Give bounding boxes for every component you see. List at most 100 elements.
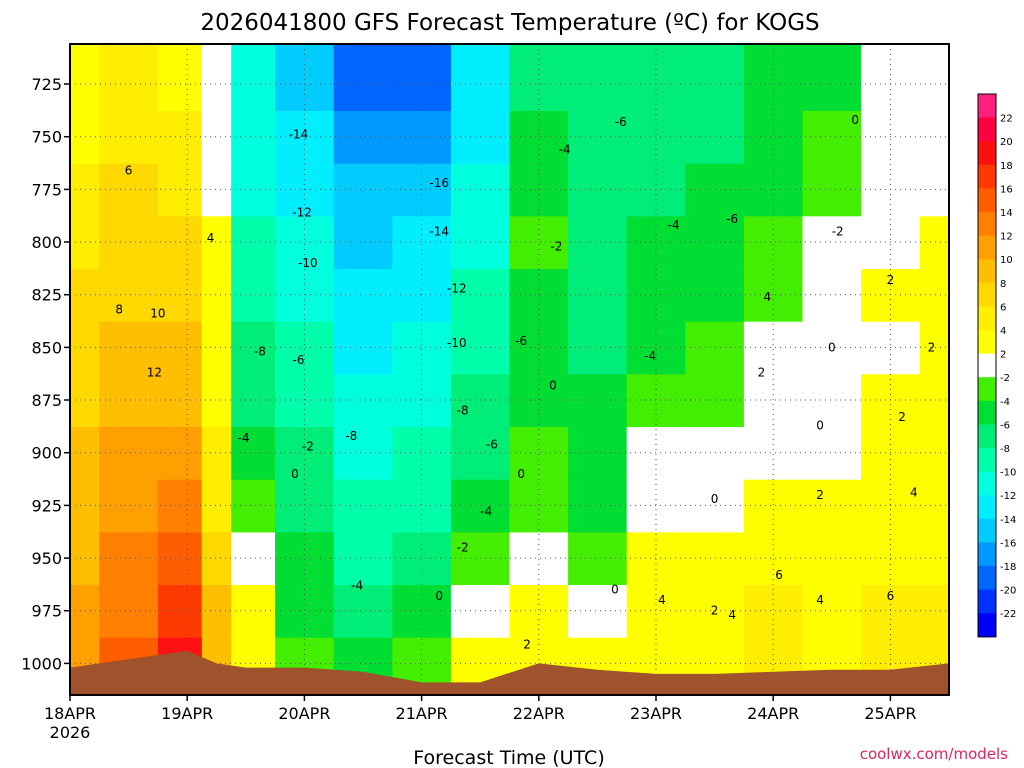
legend-label: 22 [1000,114,1013,125]
temperature-cell [743,426,804,480]
legend-swatch [978,566,996,591]
x-tick-label: 18APR [44,704,96,723]
legend-label: -4 [1000,397,1010,408]
y-tick-label: 875 [31,391,62,410]
y-tick-label: 825 [31,286,62,305]
contour-label: 6 [125,163,133,177]
temperature-cell [70,584,100,638]
temperature-cell [392,479,452,533]
credit-text: coolwx.com/models [860,745,1008,763]
contour-label: 0 [435,589,443,603]
contour-label: 2 [523,637,531,651]
temperature-cell [919,268,949,322]
temperature-cell [743,531,804,585]
contour-label: 0 [517,467,525,481]
legend-label: -10 [1000,468,1016,479]
temperature-cell [333,321,393,375]
temperature-cell [568,373,628,427]
legend-swatch [978,613,996,638]
temperature-cell [99,584,159,638]
contour-label: -2 [457,541,469,555]
y-tick-label: 800 [31,233,62,252]
legend-swatch [978,400,996,425]
temperature-cell [743,321,804,375]
temperature-cell [568,584,628,638]
temperature-cell [450,44,511,111]
temperature-cell [231,584,276,638]
contour-label: 10 [150,307,165,321]
temperature-cell [802,321,862,375]
temperature-cell [201,268,232,322]
temperature-cell [201,44,232,111]
legend-label: 20 [1000,137,1013,148]
contour-label: -6 [293,353,305,367]
legend-label: -20 [1000,586,1016,597]
legend-swatch [978,471,996,496]
temperature-cell [99,268,159,322]
temperature-cell [392,268,452,322]
contour-label: 0 [549,378,557,392]
temperature-cell [802,479,862,533]
x-tick-sublabel: 2026 [50,723,91,742]
temperature-cell [231,163,276,217]
x-tick-label: 19APR [161,704,213,723]
temperature-cell [509,479,569,533]
legend-swatch [978,495,996,520]
contour-label: -14 [289,128,309,142]
contour-labels: 68 10124-14-12-10-8-6-4-20-16-14-12-10-8-… [115,113,935,687]
legend-label: -22 [1000,609,1016,620]
temperature-cell [802,44,862,111]
legend-swatch [978,306,996,331]
temperature-cell [568,163,628,217]
contour-label: 6 [887,589,895,603]
temperature-cell [743,110,804,164]
contour-label: 2 [758,366,766,380]
temperature-cell [275,373,335,427]
x-axis-label: Forecast Time (UTC) [413,747,604,768]
temperature-cell [802,584,862,638]
temperature-cell [70,163,100,217]
contour-label: 4 [658,593,666,607]
contour-label: -8 [345,429,357,443]
temperature-cell [568,426,628,480]
y-tick-label: 900 [31,444,62,463]
temperature-cell [392,584,452,638]
y-tick-label: 750 [31,128,62,147]
temperature-cell [275,584,335,638]
contour-label: -2 [832,225,844,239]
temperature-cell [568,215,628,269]
contour-label: -10 [447,336,467,350]
temperature-cell [99,44,159,111]
temperature-cell [99,163,159,217]
y-tick-label: 950 [31,549,62,568]
temperature-cell [231,479,276,533]
plot-frame [69,43,950,696]
temperature-cell [802,110,862,164]
temperature-cell [333,110,393,164]
temperature-cell [392,426,452,480]
temperature-cell [231,215,276,269]
temperature-cell [626,584,686,638]
contour-label: -12 [292,206,312,220]
contour-label: 0 [816,418,824,432]
legend-swatch [978,330,996,355]
temperature-cell [231,44,276,111]
y-tick-label: 1000 [21,654,62,673]
temperature-cell [509,373,569,427]
legend-label: -2 [1000,373,1010,384]
legend-swatch [978,282,996,307]
y-tick-label: 725 [31,75,62,94]
temperature-cell [509,584,569,638]
temperature-cell [333,215,393,269]
contour-label: 2 [816,488,824,502]
contour-label: -2 [550,239,562,253]
temperature-cell [231,373,276,427]
temperature-cell [333,373,393,427]
x-tick-label: 22APR [513,704,565,723]
temperature-cell [626,531,686,585]
temperature-cell [568,321,628,375]
legend-frame [977,93,997,638]
temperature-cell [201,110,232,164]
temperature-cell [201,321,232,375]
temperature-cell [333,268,393,322]
